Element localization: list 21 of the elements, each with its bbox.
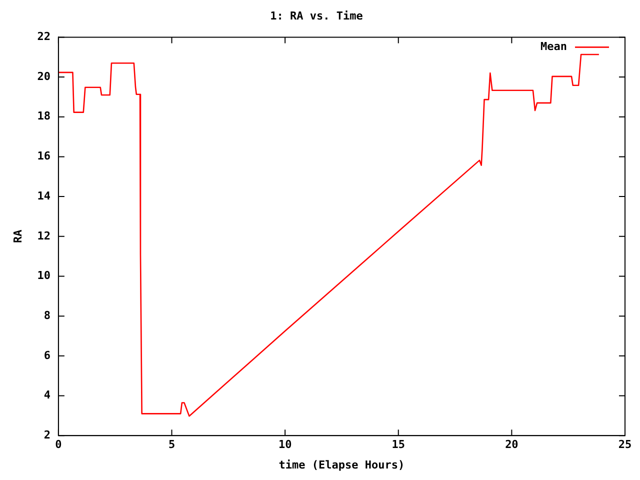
x-tick-label: 15 <box>392 438 406 452</box>
y-tick-label: 14 <box>37 189 51 202</box>
y-axis-title: RA <box>11 229 24 244</box>
x-tick-label: 25 <box>618 438 632 452</box>
y-tick-label: 18 <box>37 110 50 123</box>
y-tick-label: 4 <box>44 388 51 402</box>
x-tick-label: 0 <box>55 438 62 452</box>
y-tick-label: 6 <box>44 348 51 362</box>
y-tick-label: 10 <box>37 269 50 282</box>
x-tick-label: 10 <box>278 438 292 452</box>
y-tick-label: 2 <box>44 428 50 442</box>
chart-title: 1: RA vs. Time <box>270 9 364 22</box>
y-tick-label: 22 <box>37 30 50 44</box>
x-axis-title: time (Elapse Hours) <box>278 458 405 472</box>
legend-label: Mean <box>540 40 567 54</box>
y-tick-label: 8 <box>44 308 50 322</box>
y-tick-label: 16 <box>37 150 51 163</box>
y-tick-label: 12 <box>37 229 50 242</box>
x-tick-label: 20 <box>505 438 518 452</box>
x-tick-label: 5 <box>168 438 176 452</box>
y-tick-label: 20 <box>37 70 50 83</box>
